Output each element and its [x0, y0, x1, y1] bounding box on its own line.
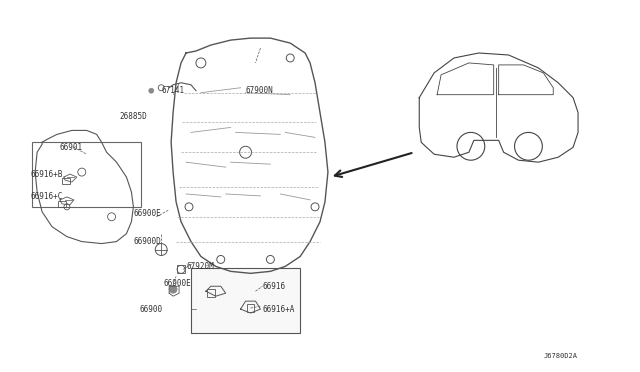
Text: 66916: 66916 — [262, 282, 285, 291]
Text: 67920M: 67920M — [186, 262, 214, 271]
Text: 66900E: 66900E — [163, 279, 191, 288]
Text: 66916+C: 66916+C — [30, 192, 63, 201]
Text: 66900: 66900 — [140, 305, 163, 314]
Circle shape — [148, 88, 154, 93]
Bar — [177, 265, 185, 273]
Circle shape — [169, 285, 177, 293]
Text: 66900D: 66900D — [133, 237, 161, 246]
Bar — [207, 289, 215, 297]
Text: 67900N: 67900N — [246, 86, 273, 95]
Text: 26885D: 26885D — [120, 112, 147, 121]
Text: 66901: 66901 — [60, 143, 83, 152]
Bar — [191, 268, 300, 333]
Bar — [62, 178, 70, 184]
Text: 66900E: 66900E — [133, 209, 161, 218]
Text: 67141: 67141 — [161, 86, 184, 95]
Bar — [58, 201, 66, 207]
Text: 66916+A: 66916+A — [262, 305, 295, 314]
Bar — [32, 142, 141, 207]
Text: J6780D2A: J6780D2A — [544, 353, 578, 359]
Bar — [246, 304, 255, 312]
Text: 66916+B: 66916+B — [30, 170, 63, 179]
